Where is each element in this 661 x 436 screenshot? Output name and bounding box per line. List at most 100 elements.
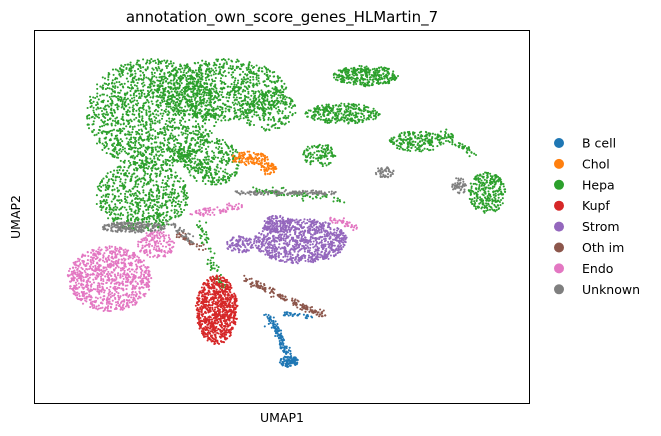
data-point [178,152,181,155]
data-point [164,185,168,188]
data-point [121,146,124,149]
data-point [281,97,284,100]
data-point [214,156,217,159]
data-point [176,203,179,206]
data-point [219,79,222,82]
data-point [229,118,232,121]
data-point [101,125,104,128]
data-point [246,108,249,111]
data-point [115,81,118,84]
data-point [475,199,478,202]
data-point [429,142,432,145]
data-point [204,148,208,151]
data-point [145,62,148,65]
data-point [217,95,220,98]
data-point [199,171,202,174]
data-point [136,59,139,62]
data-point [262,127,265,130]
data-point [158,73,161,76]
data-point [282,94,285,97]
data-point [156,120,159,123]
data-point [323,118,327,121]
data-point [156,58,159,61]
data-point [399,146,402,149]
data-point [185,141,188,144]
data-point [120,83,123,86]
data-point [100,119,103,122]
data-point [124,133,127,136]
data-point [447,139,450,143]
data-point [364,106,367,109]
data-point [319,118,322,121]
data-point [129,194,133,197]
data-point [224,159,228,163]
data-point [212,64,215,67]
data-point [125,104,128,107]
data-point [162,112,165,115]
data-point [184,120,187,123]
data-point [164,102,167,105]
data-point [121,205,124,208]
data-point [401,147,404,150]
data-point [134,90,137,93]
data-point [155,175,158,178]
data-point [151,167,154,170]
data-point [244,115,247,118]
data-point [337,105,340,108]
data-point [365,65,368,68]
data-point [320,146,323,149]
data-point [342,113,345,117]
data-point [187,85,190,88]
data-point [227,108,230,111]
data-point [117,95,120,98]
data-point [209,83,212,86]
data-point [118,169,121,172]
data-point [168,164,171,167]
data-point [168,215,172,218]
data-point [323,115,326,118]
data-point [169,62,173,65]
data-point [152,184,155,187]
data-point [494,192,497,195]
data-point [258,98,261,101]
data-point [131,66,134,69]
data-point [149,124,152,127]
data-point [266,75,269,78]
data-point [134,72,137,75]
data-point [214,171,217,174]
data-point [121,113,124,116]
data-point [171,187,174,190]
data-point [237,89,240,92]
data-point [168,71,171,74]
data-point [95,194,98,197]
data-point [148,133,151,136]
data-point [220,147,223,150]
data-point [393,75,396,78]
data-point [192,93,195,96]
data-point [144,172,147,175]
data-point [205,101,208,104]
data-point [130,101,133,104]
data-point [112,153,115,157]
data-point [401,139,405,142]
data-point [237,92,240,95]
data-point [168,142,171,145]
data-point [191,85,194,88]
data-point [220,178,223,181]
data-point [103,120,106,123]
data-point [154,146,157,149]
data-point [111,85,114,88]
data-point [202,95,205,98]
data-point [151,134,154,137]
data-point [135,167,138,170]
data-point [167,146,170,149]
data-point [119,123,122,126]
data-point [99,182,102,185]
data-point [235,96,238,99]
data-point [173,127,176,130]
data-point [116,106,119,109]
data-point [495,206,498,209]
data-point [157,216,160,219]
data-point [94,96,97,100]
data-point [215,89,218,93]
